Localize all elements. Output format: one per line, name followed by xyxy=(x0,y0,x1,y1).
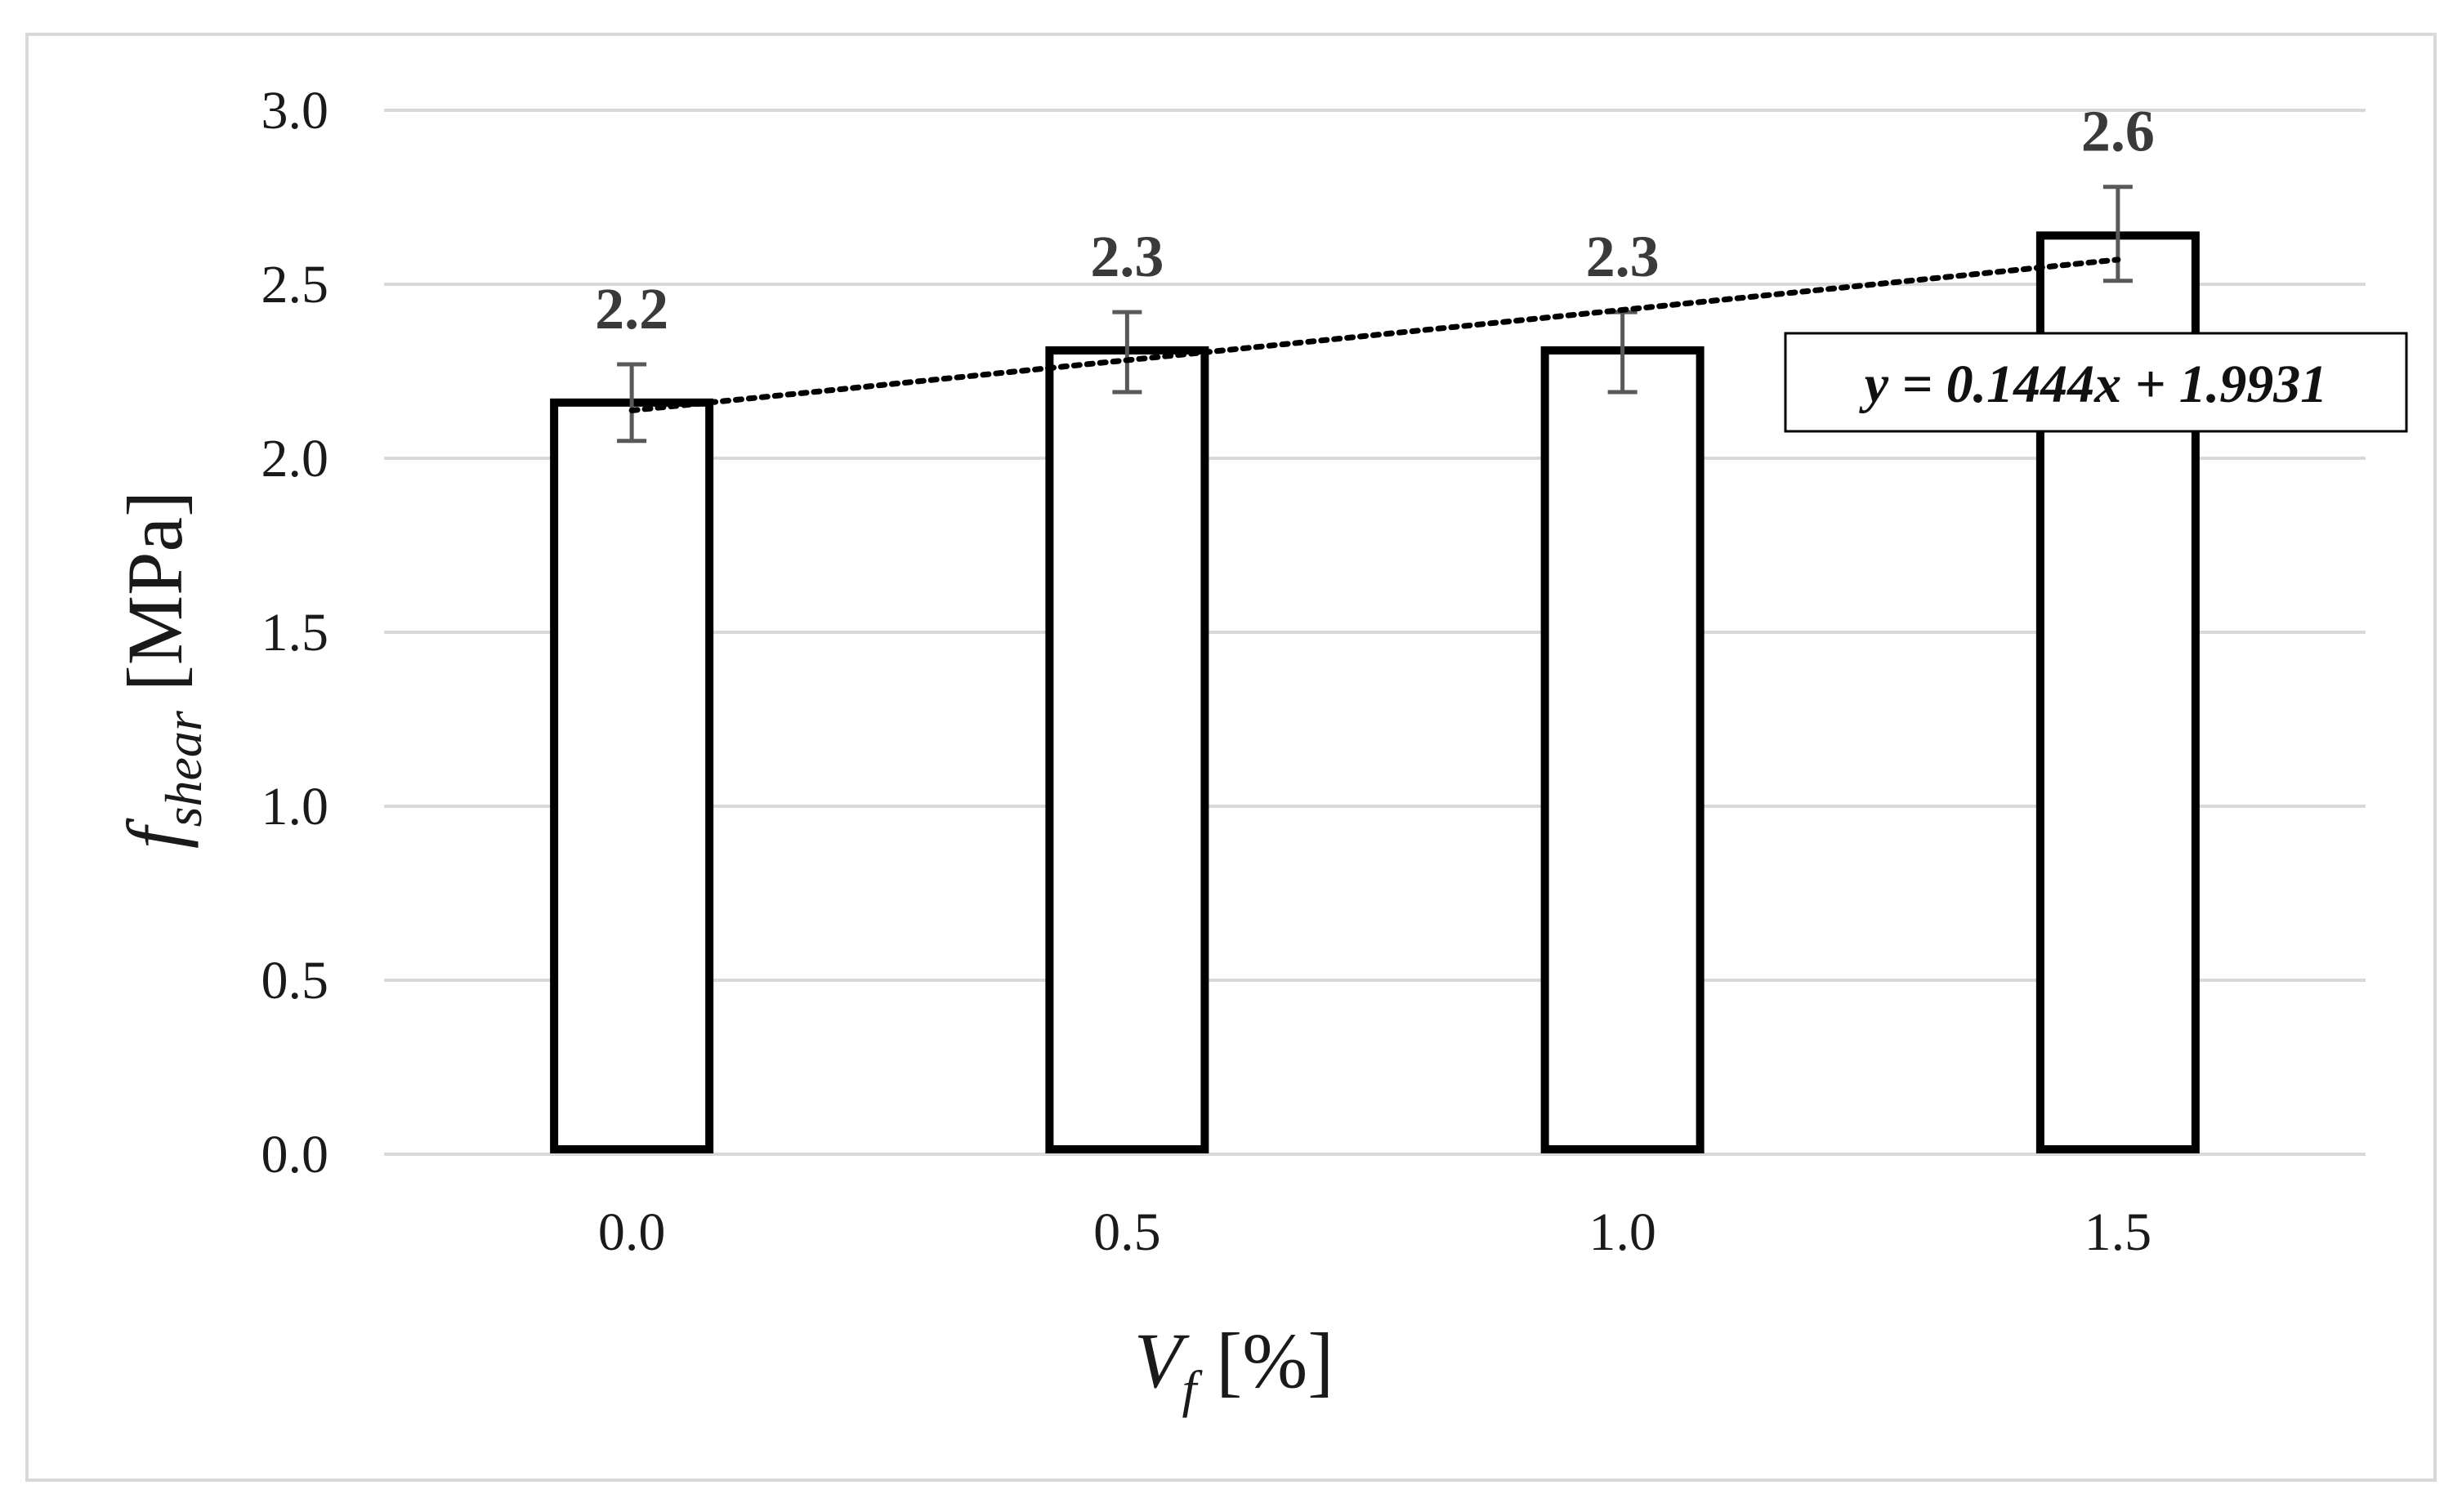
data-labels: 2.2 2.3 2.3 2.6 xyxy=(595,99,2155,341)
y-axis-title-sub: shear xyxy=(154,710,212,827)
data-label: 2.3 xyxy=(1090,224,1164,289)
y-axis-title-unit: [MPa] xyxy=(111,491,199,711)
x-tick-label: 0.5 xyxy=(1093,1202,1161,1262)
x-tick-label: 1.0 xyxy=(1588,1202,1656,1262)
trendline-line xyxy=(628,256,2121,413)
data-label: 2.6 xyxy=(2081,99,2155,164)
trendline-equation-box: y = 0.1444x + 1.9931 xyxy=(1784,332,2408,433)
y-tick-labels: 0.0 0.5 1.0 1.5 2.0 2.5 3.0 xyxy=(261,81,329,1184)
error-bar xyxy=(1112,310,1142,395)
bar xyxy=(1540,346,1705,1153)
grid-lines xyxy=(384,109,2366,1156)
x-axis-title-main: V xyxy=(1134,1317,1190,1404)
error-bars xyxy=(617,185,2133,444)
y-tick-label: 0.0 xyxy=(261,1125,329,1184)
bar xyxy=(550,398,714,1153)
x-axis-title: Vf [%] xyxy=(1134,1317,1334,1418)
trendline xyxy=(628,256,2121,413)
data-label: 2.3 xyxy=(1586,224,1660,289)
error-bar xyxy=(2102,185,2133,283)
y-tick-label: 2.5 xyxy=(261,255,329,314)
trendline-equation: y = 0.1444x + 1.9931 xyxy=(1859,355,2328,414)
x-axis-title-unit: [%] xyxy=(1196,1317,1334,1404)
x-tick-label: 1.5 xyxy=(2084,1202,2152,1262)
x-tick-labels: 0.0 0.5 1.0 1.5 xyxy=(598,1202,2151,1262)
y-tick-label: 2.0 xyxy=(261,429,329,488)
y-tick-label: 1.5 xyxy=(261,603,329,662)
x-tick-label: 0.0 xyxy=(598,1202,666,1262)
bar xyxy=(1045,346,1209,1153)
y-tick-label: 0.5 xyxy=(261,951,329,1010)
y-axis-title: fshear [MPa] xyxy=(111,491,212,849)
chart-frame xyxy=(25,33,2437,1482)
y-tick-label: 1.0 xyxy=(261,777,329,836)
error-bar xyxy=(617,362,647,444)
data-label: 2.2 xyxy=(595,276,668,341)
trendline-equation-frame xyxy=(1784,332,2408,433)
y-tick-label: 3.0 xyxy=(261,81,329,140)
